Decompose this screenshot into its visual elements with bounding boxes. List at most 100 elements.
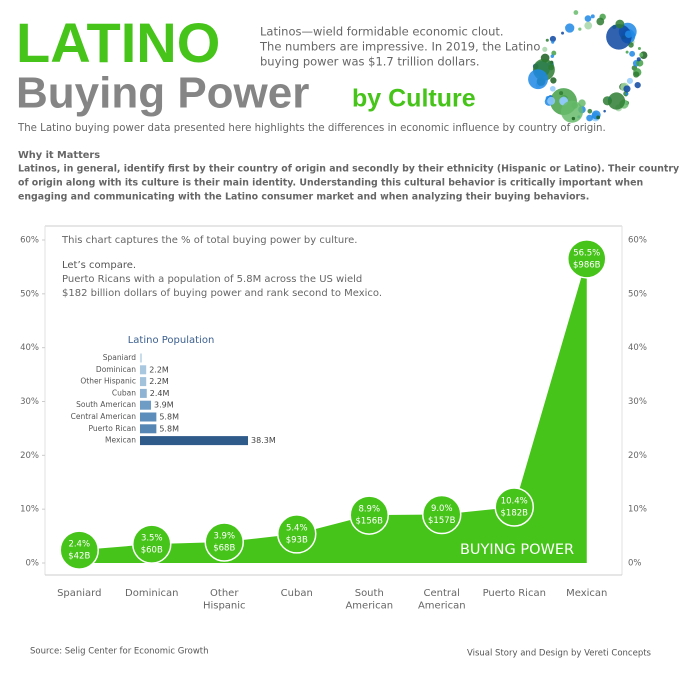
decor-bubble	[545, 38, 549, 42]
buying-power-label: $157B	[428, 516, 456, 526]
inset-bar	[140, 365, 147, 375]
decor-bubble	[560, 100, 584, 123]
source: Source: Selig Center for Economic Growth	[30, 647, 209, 657]
value-label: 10.4%	[501, 497, 528, 507]
value-label: 8.9%	[358, 505, 380, 515]
subtitle: The Latino buying power data presented h…	[17, 123, 606, 134]
inset-title: Latino Population	[128, 335, 215, 346]
area-label: BUYING POWER	[460, 542, 574, 558]
inset-bar	[140, 388, 147, 398]
decor-bubble	[625, 92, 629, 96]
inset-category: Spaniard	[103, 353, 137, 362]
y-tick-label: 30%	[20, 397, 39, 407]
value-bubble	[349, 495, 389, 535]
annotation: This chart captures the % of total buyin…	[61, 235, 357, 246]
decor-bubble	[571, 116, 576, 121]
y2-tick-label: 50%	[628, 289, 647, 299]
inset-category: Dominican	[96, 365, 136, 374]
intro: buying power was $1.7 trillion dollars.	[260, 55, 480, 69]
credit: Visual Story and Design by Vereti Concep…	[467, 649, 652, 659]
value-bubble	[494, 487, 534, 527]
intro: Latinos—wield formidable economic clout.	[260, 25, 504, 39]
value-label: 5.4%	[286, 523, 308, 533]
x-tick-label: Other Hispanic	[203, 588, 246, 612]
inset-category: Central American	[71, 412, 137, 421]
decor-bubble	[607, 92, 626, 110]
value-bubble	[204, 522, 244, 562]
decor-bubble	[528, 69, 549, 90]
why-text: engaging and communicating with the Lati…	[18, 192, 589, 203]
buying-power-label: $42B	[68, 552, 90, 562]
buying-power-label: $986B	[573, 260, 601, 270]
inset-value-label: 5.8M	[159, 413, 179, 422]
x-tick-label: Puerto Rican	[483, 588, 546, 599]
value-bubble	[422, 494, 462, 535]
why-heading: Why it Matters	[18, 150, 100, 161]
buying-power-label: $68B	[213, 544, 235, 554]
value-bubble	[277, 514, 317, 554]
x-tick-label: South American	[345, 588, 393, 612]
value-label: 3.9%	[213, 532, 235, 542]
decor-bubble	[584, 21, 593, 30]
y2-tick-label: 40%	[628, 343, 647, 353]
value-label: 3.5%	[141, 534, 163, 544]
decor-bubble	[547, 96, 556, 105]
inset-category: Mexican	[105, 436, 136, 445]
buying-power-label: $93B	[286, 535, 308, 545]
inset-category: Cuban	[112, 388, 136, 397]
decor-bubble	[636, 57, 641, 62]
why-text: Latinos, in general, identify first by t…	[18, 164, 679, 175]
decor-bubble	[551, 50, 557, 56]
inset-bar	[140, 436, 248, 446]
inset-category: South American	[76, 400, 136, 409]
value-bubble	[59, 530, 99, 570]
decor-bubble	[565, 23, 575, 33]
inset-value-label: 5.8M	[159, 424, 179, 433]
decor-bubble	[590, 14, 595, 19]
decor-bubble	[584, 15, 592, 22]
decor-bubble	[629, 50, 636, 57]
inset-category: Puerto Rican	[88, 424, 136, 433]
inset-bar	[140, 412, 157, 422]
y2-tick-label: 20%	[628, 451, 647, 461]
inset-bar	[140, 424, 157, 434]
y-tick-label: 0%	[26, 559, 40, 569]
intro: The numbers are impressive. In 2019, the…	[259, 40, 540, 54]
decor-bubble	[624, 30, 633, 39]
decor-bubble	[637, 47, 641, 51]
decor-bubble	[626, 77, 634, 84]
inset-bar	[140, 400, 151, 410]
y2-tick-label: 0%	[628, 559, 642, 569]
decor-bubble	[561, 31, 565, 35]
y-tick-label: 40%	[20, 343, 39, 353]
decor-bubble	[578, 27, 582, 31]
decor-bubble	[550, 77, 557, 84]
x-tick-label: Central American	[418, 588, 466, 612]
decor-bubble	[596, 17, 605, 26]
decor-bubble	[615, 19, 625, 29]
annotation: Let’s compare.	[62, 260, 136, 271]
y-tick-label: 50%	[20, 289, 39, 299]
y2-tick-label: 30%	[628, 397, 647, 407]
decor-bubble	[606, 24, 632, 50]
y2-tick-label: 10%	[628, 505, 647, 515]
decor-bubble	[587, 108, 593, 114]
bubble-ring-decoration	[528, 10, 648, 123]
annotation: $182 billion dollars of buying power and…	[62, 288, 382, 299]
value-label: 9.0%	[431, 504, 453, 514]
buying-power-label: $156B	[356, 517, 384, 527]
value-bubble	[132, 524, 172, 564]
why-text: of origin along with its culture is thei…	[18, 178, 643, 189]
decor-bubble	[633, 71, 640, 78]
y-tick-label: 60%	[20, 236, 39, 246]
decor-bubble	[578, 99, 586, 107]
x-tick-label: Cuban	[281, 588, 313, 599]
decor-bubble	[549, 35, 557, 43]
decor-bubble	[549, 85, 556, 92]
buying-power-label: $60B	[141, 546, 163, 556]
title-line2: Buying Power	[16, 69, 309, 118]
inset-category: Other Hispanic	[80, 377, 136, 386]
decor-bubble	[634, 81, 641, 89]
value-bubble	[567, 239, 607, 279]
